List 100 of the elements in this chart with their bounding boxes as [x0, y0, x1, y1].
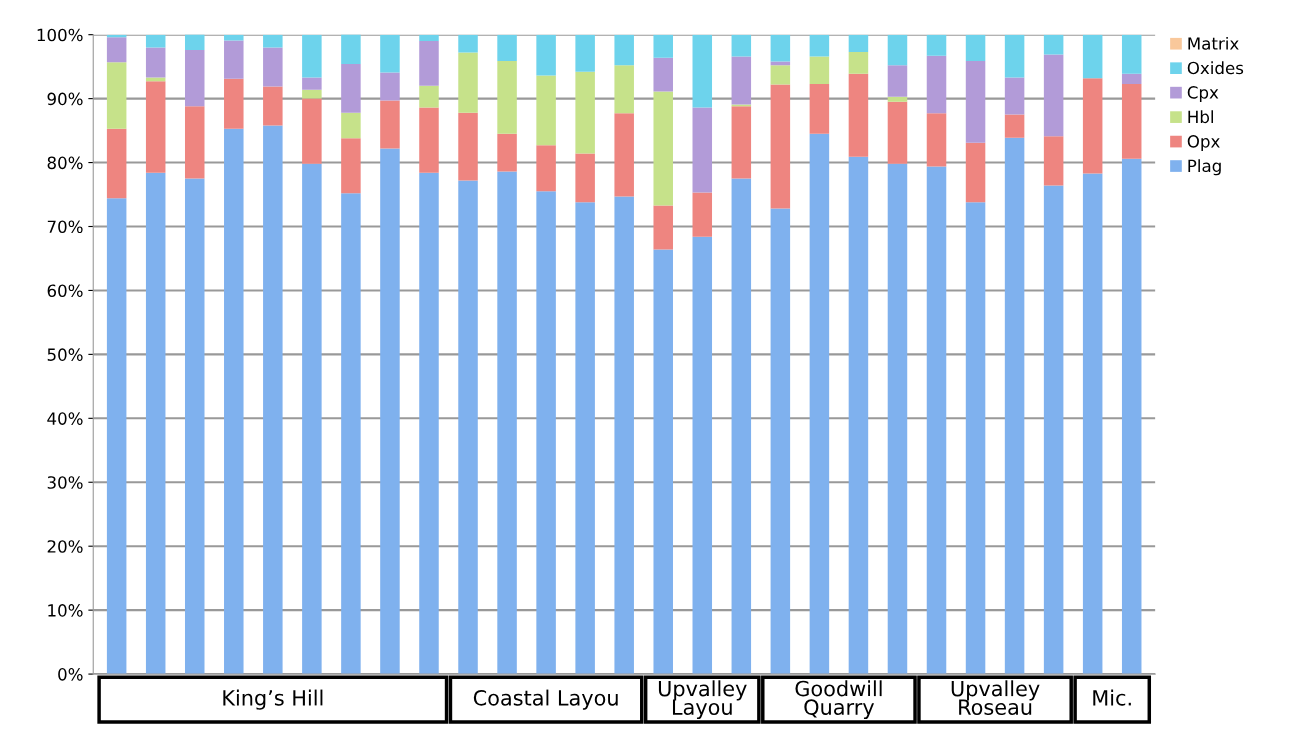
bar: [224, 40, 244, 79]
text: Upvalley Layou: [658, 680, 747, 720]
bar: [887, 65, 908, 97]
bar: [263, 34, 283, 48]
bar: [653, 57, 673, 92]
text: Goodwill Quarry: [795, 680, 882, 720]
bar: [145, 172, 166, 675]
bar: [302, 163, 322, 675]
bar: [653, 249, 673, 675]
y-tick-label: 100%: [37, 28, 83, 42]
y-tick-label: 0%: [58, 668, 83, 681]
bar: [575, 202, 595, 675]
bar: [224, 128, 244, 675]
y-tick-label: 90%: [47, 92, 83, 106]
bar: [263, 125, 283, 675]
bar: [731, 56, 752, 105]
bar: [965, 142, 986, 203]
bar: [458, 34, 478, 53]
bar: [263, 86, 283, 126]
bar: [497, 34, 517, 61]
bar: [536, 75, 556, 146]
bar: [419, 41, 439, 86]
bar: [809, 56, 830, 84]
bar: [106, 37, 127, 63]
bar: [770, 208, 791, 675]
bar: [887, 163, 908, 675]
bar: [1043, 136, 1064, 186]
y-tick-label: 60%: [47, 284, 83, 298]
y-tick-label: 10%: [48, 604, 83, 617]
bar: [926, 166, 947, 675]
bar: [770, 65, 791, 85]
bar: [145, 47, 166, 78]
bar: [965, 202, 986, 675]
bar: [380, 100, 400, 149]
bar: [614, 34, 634, 66]
bar: [341, 112, 361, 139]
bar: [575, 71, 595, 154]
bar: [1043, 54, 1064, 137]
bar: [809, 83, 830, 134]
bar: [1082, 34, 1103, 79]
bar: [926, 55, 947, 114]
bar: [614, 113, 634, 197]
bar: [731, 34, 752, 57]
bar: [1121, 83, 1142, 159]
bar: [1043, 185, 1064, 675]
bar: [419, 107, 439, 173]
bar: [302, 77, 322, 90]
legend-label: Oxides: [1187, 61, 1244, 75]
legend-label: Plag: [1188, 159, 1221, 176]
bar: [848, 51, 869, 74]
text: Upvalley Roseau: [951, 680, 1040, 715]
y-tick-label: 70%: [47, 220, 83, 234]
legend-label: Matrix: [1188, 36, 1239, 50]
bar: [770, 84, 791, 209]
bar: [1121, 34, 1142, 74]
bar: [536, 191, 556, 675]
bar: [184, 50, 205, 107]
bar: [106, 62, 127, 129]
bar: [145, 81, 166, 173]
bar: [263, 47, 283, 87]
bar: [653, 91, 673, 206]
bar: [614, 196, 634, 675]
bar: [848, 34, 869, 52]
bar: [809, 34, 830, 57]
bar: [692, 236, 713, 675]
bar: [380, 72, 400, 101]
bar: [341, 64, 361, 113]
bar: [1043, 34, 1064, 55]
bar: [575, 34, 595, 72]
bar: [575, 153, 595, 203]
y-tick-label: 80%: [47, 156, 83, 170]
bar: [770, 34, 791, 62]
bar: [341, 193, 361, 675]
bar: [887, 101, 908, 164]
bar: [341, 138, 361, 194]
bar: [1004, 114, 1025, 138]
y-tick-label: 30%: [47, 476, 83, 489]
bar: [731, 178, 752, 675]
legend-label: Opx: [1187, 135, 1220, 151]
bar: [497, 133, 517, 172]
bar: [926, 113, 947, 167]
bar: [653, 205, 673, 250]
bar: [458, 52, 478, 113]
text: King’s Hill: [223, 689, 323, 710]
bar: [380, 148, 400, 675]
bar: [419, 85, 439, 108]
bar: [497, 60, 517, 134]
bar: [106, 198, 127, 675]
bar: [926, 34, 947, 56]
bar: [809, 133, 830, 675]
bar: [692, 107, 713, 193]
bar: [536, 145, 556, 192]
bar: [653, 34, 673, 58]
bar: [731, 106, 752, 179]
bar: [692, 34, 713, 108]
bar: [224, 78, 244, 129]
bar: [965, 60, 986, 143]
y-tick-label: 20%: [47, 540, 83, 553]
legend-label: Cpx: [1187, 86, 1219, 102]
bar: [380, 34, 400, 73]
